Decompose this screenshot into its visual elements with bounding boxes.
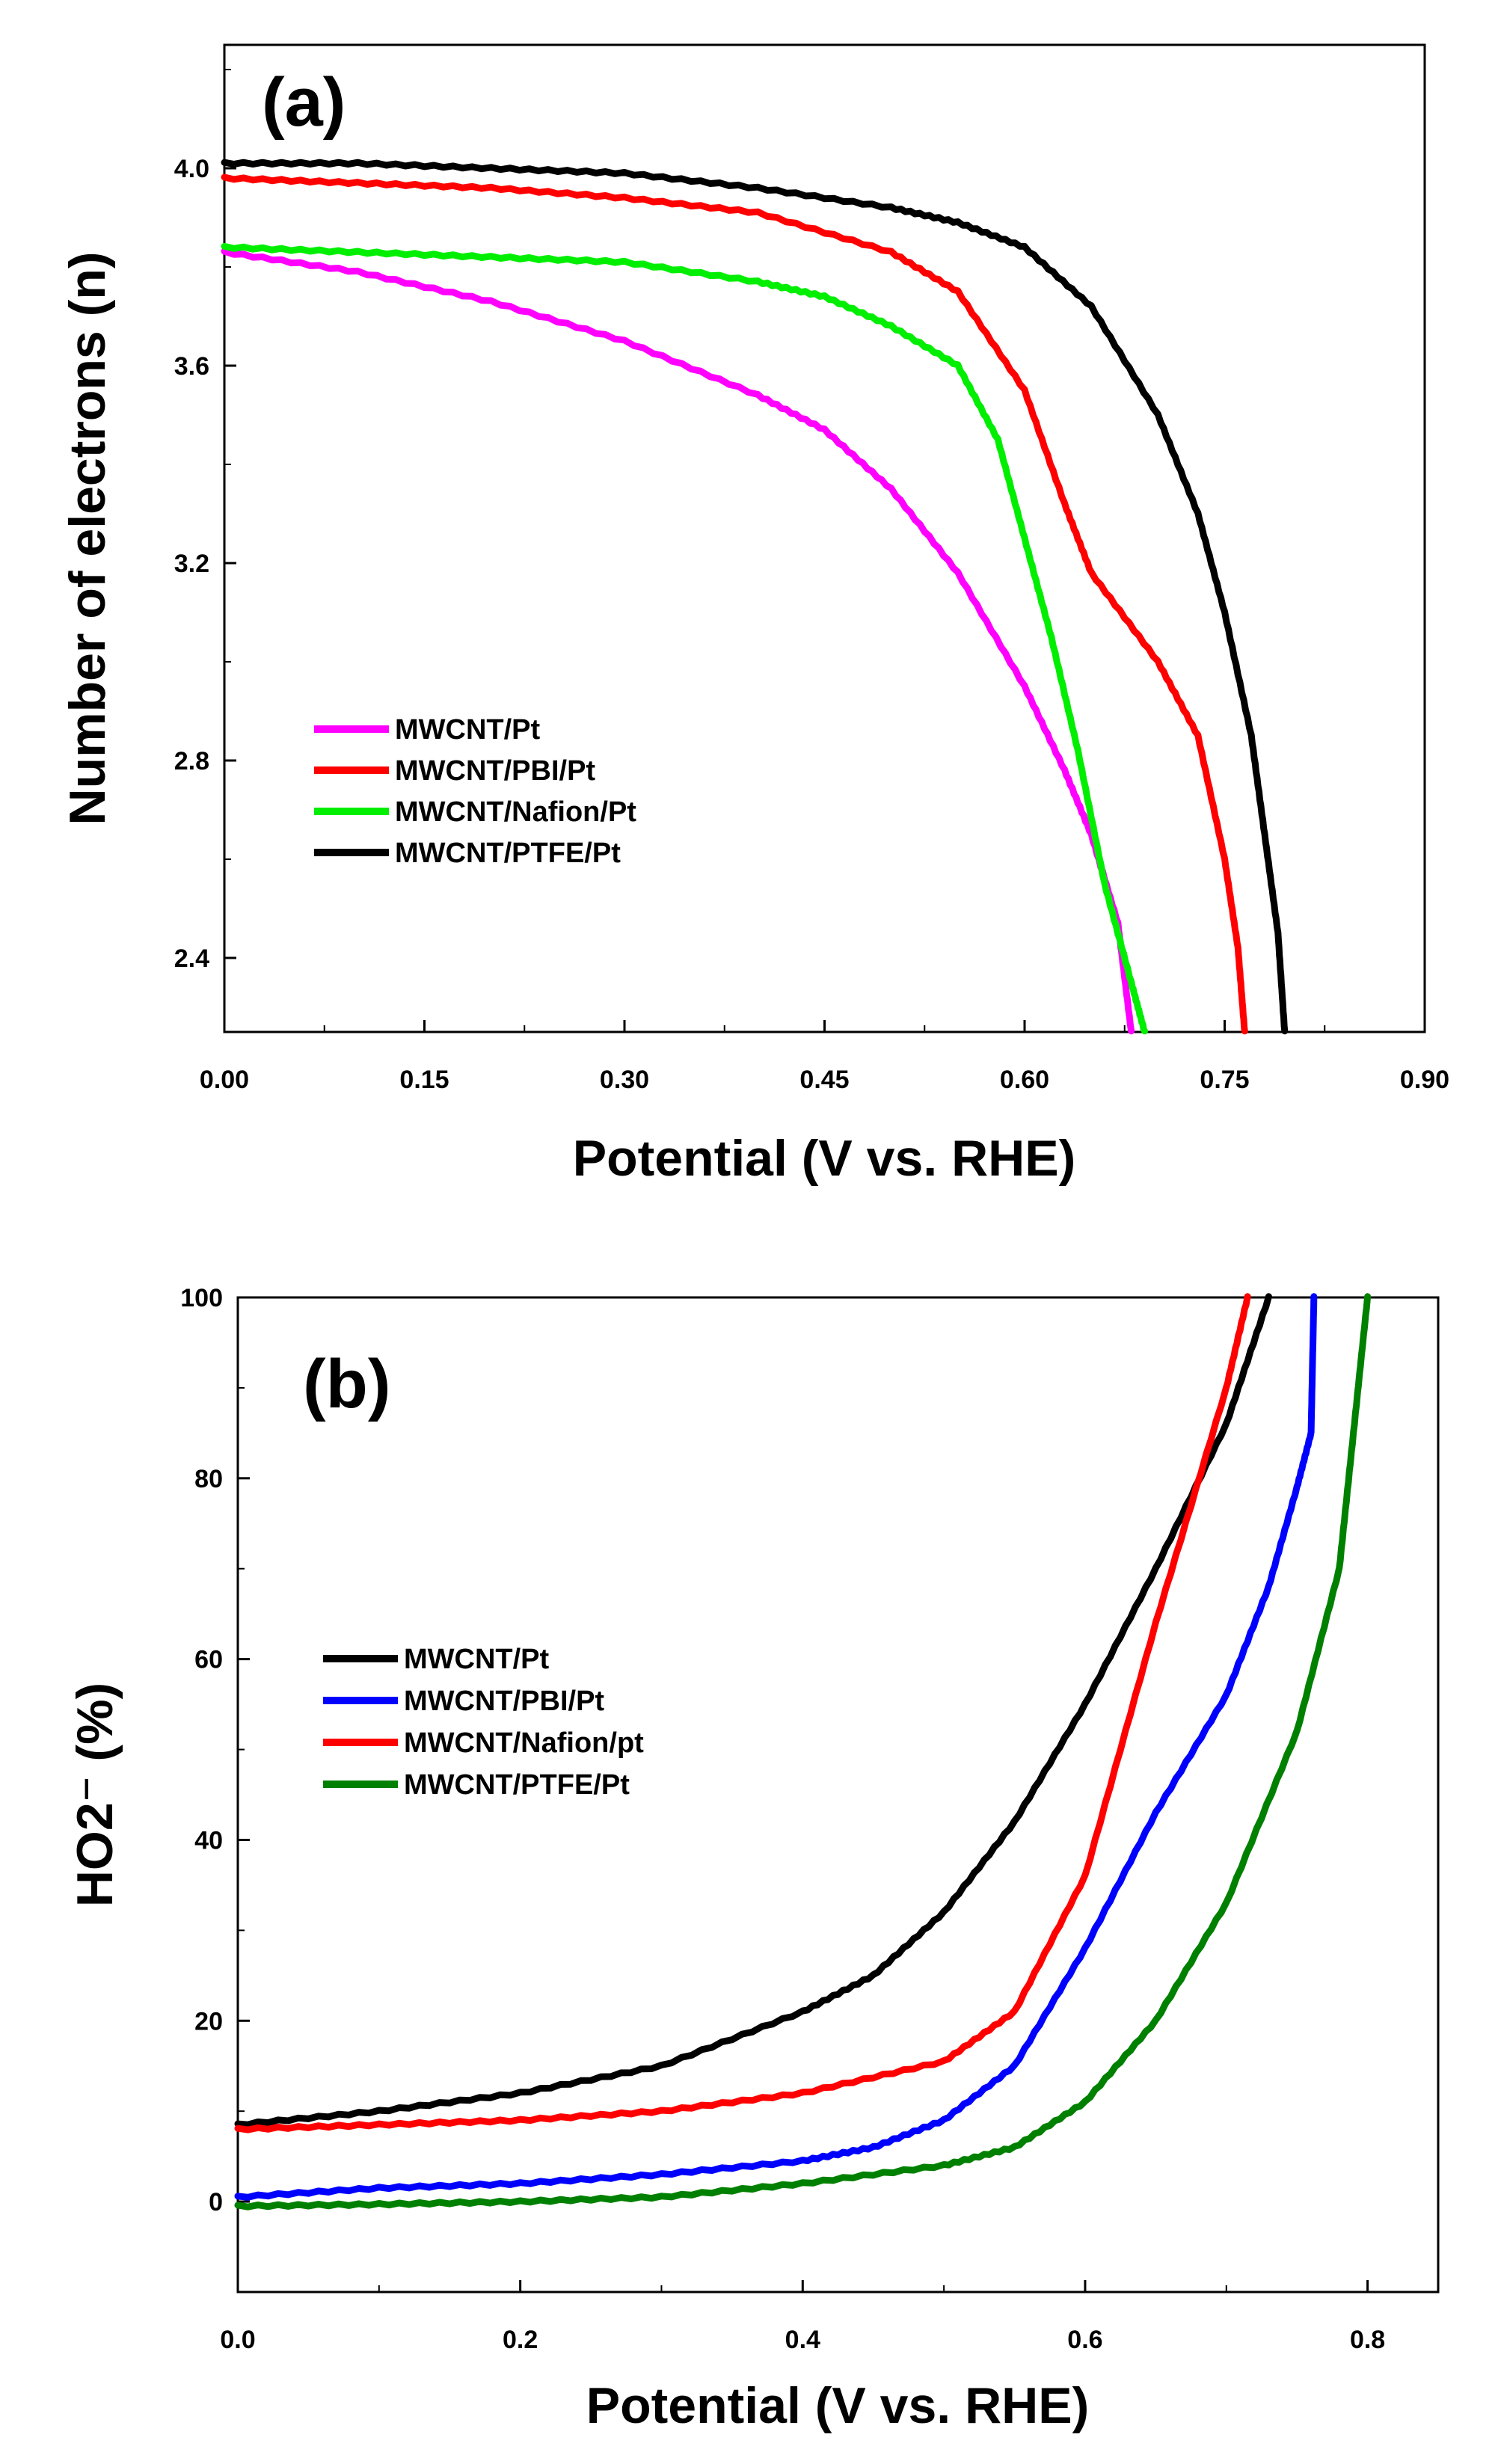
legend-label-mwcnt-pt: MWCNT/Pt	[395, 714, 541, 746]
axis-ticks-a	[223, 69, 1426, 1032]
y-tick-label: 100	[180, 1284, 223, 1312]
y-tick-label: 3.6	[174, 352, 209, 381]
x-tick-label: 0.90	[1400, 1066, 1449, 1094]
panel-label-b: (b)	[303, 1346, 390, 1422]
y-tick-label: 40	[194, 1826, 223, 1855]
series-line-mwcnt-pt	[221, 248, 1135, 1035]
x-tick-label: 0.0	[220, 2326, 255, 2354]
y-tick-label: 60	[194, 1646, 223, 1674]
x-tick-label: 0.75	[1200, 1066, 1249, 1094]
y-tick-labels-a: 2.4 2.8 3.2 3.6 4.0	[174, 155, 209, 973]
legend-b: MWCNT/Pt MWCNT/PBI/Pt MWCNT/Nafion/pt MWCNT…	[323, 1644, 644, 1801]
x-tick-label: 0.4	[785, 2326, 820, 2354]
y-axis-title-b: HO2⁻ (%)	[67, 1683, 123, 1907]
series-group-b	[234, 1293, 1372, 2210]
x-tick-label: 0.6	[1067, 2326, 1102, 2354]
y-axis-title-a: Number of electrons (n)	[59, 252, 116, 826]
y-tick-label: 3.2	[174, 550, 209, 578]
plot-frame-a	[223, 43, 1426, 1033]
x-tick-label: 0.15	[399, 1066, 449, 1094]
series-group-a	[221, 159, 1289, 1035]
x-axis-title-a: Potential (V vs. RHE)	[573, 1130, 1076, 1187]
chart-panel-a: 0.00 0.15 0.30 0.45 0.60 0.75 0.90 2.4 2.8 3.2 3.…	[59, 43, 1449, 1187]
y-tick-label: 80	[194, 1465, 223, 1493]
series-line-mwcnt-nafion-pt	[221, 242, 1148, 1035]
y-tick-label: 20	[194, 2007, 223, 2036]
legend-a: MWCNT/Pt MWCNT/PBI/Pt MWCNT/Nafion/Pt MWCNT…	[314, 714, 636, 869]
y-tick-label: 2.8	[174, 747, 209, 775]
legend-label-mwcnt-pt: MWCNT/Pt	[404, 1644, 550, 1675]
panel-label-a: (a)	[262, 64, 346, 141]
x-tick-label: 0.00	[200, 1066, 249, 1094]
x-tick-labels-a: 0.00 0.15 0.30 0.45 0.60 0.75 0.90	[200, 1066, 1449, 1094]
legend-label-mwcnt-ptfe-pt: MWCNT/PTFE/Pt	[404, 1769, 630, 1801]
legend-label-mwcnt-nafion-pt: MWCNT/Nafion/Pt	[395, 796, 636, 828]
series-line-mwcnt-ptfe-pt	[221, 159, 1289, 1035]
legend-label-mwcnt-nafion-pt: MWCNT/Nafion/pt	[404, 1727, 644, 1759]
x-tick-label: 0.30	[600, 1066, 649, 1094]
plot-frame-b	[236, 1296, 1440, 2294]
y-tick-label: 0	[209, 2188, 223, 2216]
series-line-mwcnt-nafion-pt	[234, 1293, 1251, 2133]
legend-label-mwcnt-ptfe-pt: MWCNT/PTFE/Pt	[395, 838, 621, 869]
x-tick-label: 0.2	[503, 2326, 538, 2354]
axis-ticks-b	[236, 1296, 1369, 2293]
series-line-mwcnt-pt	[234, 1293, 1272, 2128]
y-tick-label: 2.4	[174, 944, 209, 973]
series-line-mwcnt-pbi-pt	[221, 173, 1248, 1035]
series-line-mwcnt-pbi-pt	[234, 1293, 1318, 2201]
x-tick-label: 0.8	[1350, 2326, 1385, 2354]
x-tick-labels-b: 0.0 0.2 0.4 0.6 0.8	[220, 2326, 1385, 2354]
legend-label-mwcnt-pbi-pt: MWCNT/PBI/Pt	[404, 1686, 604, 1717]
x-axis-title-b: Potential (V vs. RHE)	[586, 2377, 1090, 2434]
legend-label-mwcnt-pbi-pt: MWCNT/PBI/Pt	[395, 755, 595, 787]
x-tick-label: 0.60	[1000, 1066, 1049, 1094]
x-tick-label: 0.45	[799, 1066, 849, 1094]
series-line-mwcnt-ptfe-pt	[234, 1293, 1372, 2210]
y-tick-label: 4.0	[174, 155, 209, 183]
y-tick-labels-b: 0 20 40 60 80 100	[180, 1284, 223, 2216]
